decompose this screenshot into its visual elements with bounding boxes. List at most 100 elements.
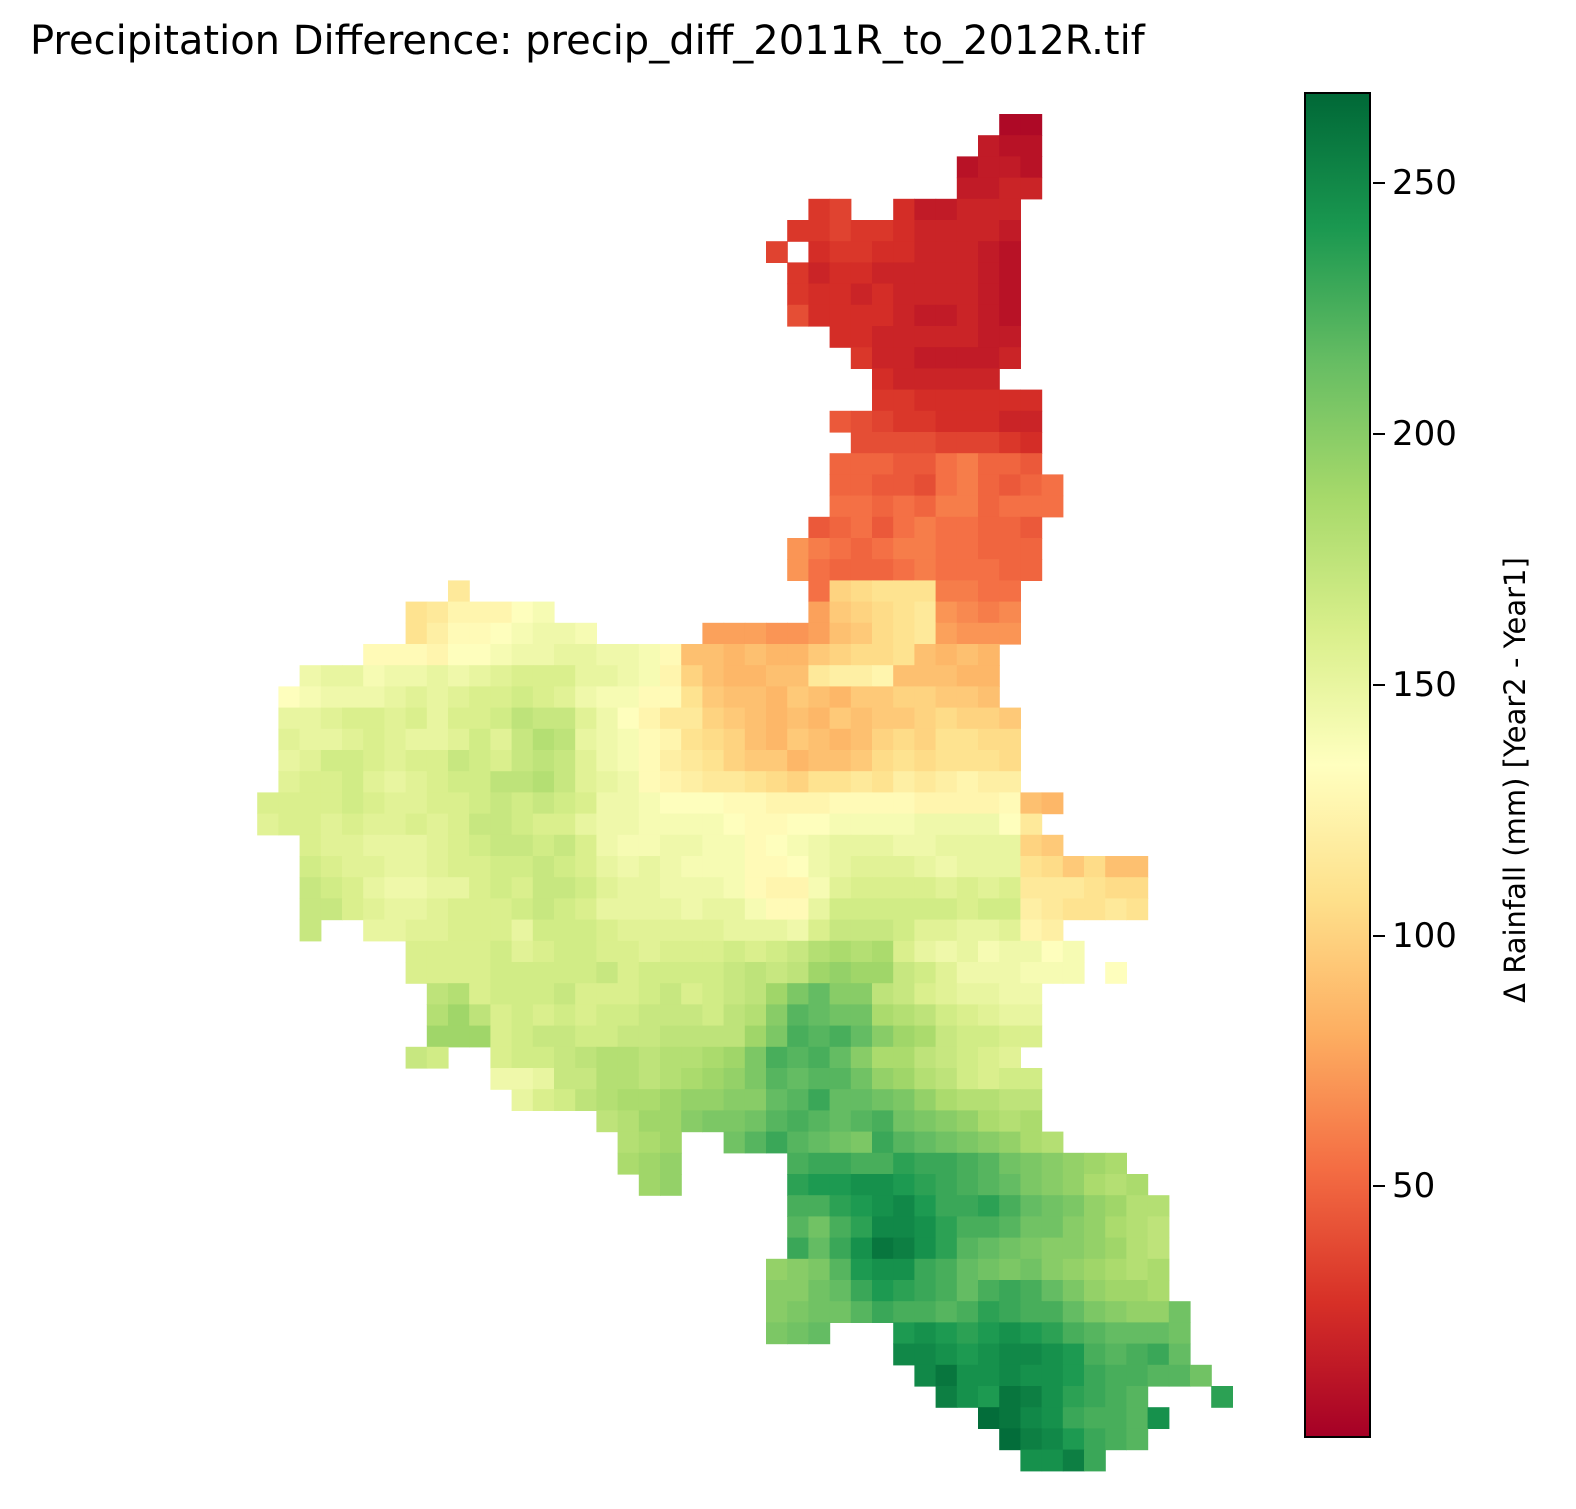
raster-cell: [1020, 453, 1043, 475]
raster-cell: [956, 262, 979, 285]
raster-cell: [808, 1004, 831, 1027]
raster-cell: [808, 813, 831, 836]
raster-cell: [596, 1046, 619, 1069]
raster-cell: [914, 389, 937, 412]
raster-cell: [808, 1174, 831, 1196]
raster-cell: [702, 792, 725, 815]
raster-cell: [935, 262, 958, 285]
raster-cell: [999, 1428, 1021, 1451]
raster-cell: [999, 432, 1021, 454]
raster-cell: [999, 495, 1021, 518]
raster-cell: [893, 516, 915, 539]
raster-cell: [935, 856, 958, 878]
raster-cell: [1105, 1280, 1127, 1302]
raster-cell: [342, 898, 364, 921]
raster-cell: [299, 792, 322, 815]
raster-cell: [575, 686, 597, 709]
raster-cell: [681, 983, 703, 1005]
raster-cell: [596, 686, 619, 709]
raster-cell: [829, 834, 852, 857]
raster-cell: [660, 877, 682, 899]
raster-cell: [1020, 1152, 1043, 1175]
raster-cell: [532, 983, 555, 1005]
raster-cell: [1020, 792, 1043, 815]
colorbar-tick-label: 250: [1392, 163, 1457, 204]
raster-cell: [893, 1301, 915, 1323]
raster-cell: [723, 750, 746, 772]
raster-cell: [766, 1110, 788, 1133]
raster-cell: [893, 474, 915, 497]
raster-cell: [829, 1152, 852, 1175]
raster-cell: [872, 580, 894, 603]
raster-cell: [363, 813, 385, 836]
raster-cell: [490, 644, 513, 666]
raster-cell: [554, 856, 576, 878]
raster-cell: [829, 304, 852, 327]
raster-cell: [575, 728, 597, 751]
raster-cell: [999, 283, 1021, 306]
raster-cell: [532, 1089, 555, 1111]
raster-cell: [999, 474, 1021, 497]
raster-cell: [448, 686, 470, 709]
raster-cell: [956, 1237, 979, 1260]
raster-cell: [1041, 792, 1064, 815]
raster-cell: [744, 665, 767, 687]
raster-cell: [956, 1110, 979, 1133]
raster-cell: [660, 771, 682, 793]
raster-cell: [1020, 1237, 1043, 1260]
raster-cell: [935, 1216, 958, 1239]
raster-cell: [1062, 1216, 1085, 1239]
raster-cell: [490, 962, 513, 984]
raster-cell: [532, 856, 555, 878]
raster-cell: [426, 771, 449, 793]
raster-cell: [850, 283, 873, 306]
raster-cell: [681, 898, 703, 921]
raster-cell: [956, 1089, 979, 1111]
raster-cell: [660, 1110, 682, 1133]
raster-cell: [575, 644, 597, 666]
raster-cell: [956, 665, 979, 687]
raster-cell: [956, 1195, 979, 1217]
raster-cell: [511, 728, 534, 751]
raster-cell: [575, 962, 597, 984]
raster-cell: [320, 686, 343, 709]
raster-cell: [1020, 1131, 1043, 1154]
raster-cell: [554, 622, 576, 645]
raster-cell: [872, 983, 894, 1005]
raster-cell: [1084, 1407, 1106, 1429]
raster-cell: [554, 792, 576, 815]
raster-cell: [702, 983, 725, 1005]
raster-cell: [935, 1301, 958, 1323]
raster-cell: [490, 1025, 513, 1048]
raster-cell: [511, 750, 534, 772]
raster-cell: [914, 1089, 937, 1111]
raster-cell: [893, 1025, 915, 1048]
raster-cell: [893, 432, 915, 454]
raster-cell: [850, 686, 873, 709]
raster-cell: [850, 1174, 873, 1196]
raster-cell: [1062, 1343, 1085, 1366]
raster-cell: [850, 1110, 873, 1133]
raster-cell: [978, 940, 1000, 963]
raster-cell: [702, 877, 725, 899]
raster-cell: [978, 580, 1000, 603]
raster-cell: [1084, 898, 1106, 921]
raster-cell: [978, 877, 1000, 899]
raster-cell: [1020, 834, 1043, 857]
raster-cell: [999, 198, 1021, 221]
raster-cell: [956, 177, 979, 200]
raster-cell: [405, 856, 428, 878]
raster-cell: [1126, 1258, 1149, 1281]
raster-cell: [617, 728, 640, 751]
raster-cell: [978, 1131, 1000, 1154]
raster-cell: [766, 1004, 788, 1027]
raster-cell: [299, 728, 322, 751]
raster-cell: [850, 559, 873, 581]
raster-cell: [744, 792, 767, 815]
raster-cell: [320, 728, 343, 751]
raster-cell: [320, 771, 343, 793]
raster-cell: [384, 707, 407, 730]
raster-cell: [1020, 1258, 1043, 1281]
raster-cell: [660, 1004, 682, 1027]
raster-cell: [914, 856, 937, 878]
